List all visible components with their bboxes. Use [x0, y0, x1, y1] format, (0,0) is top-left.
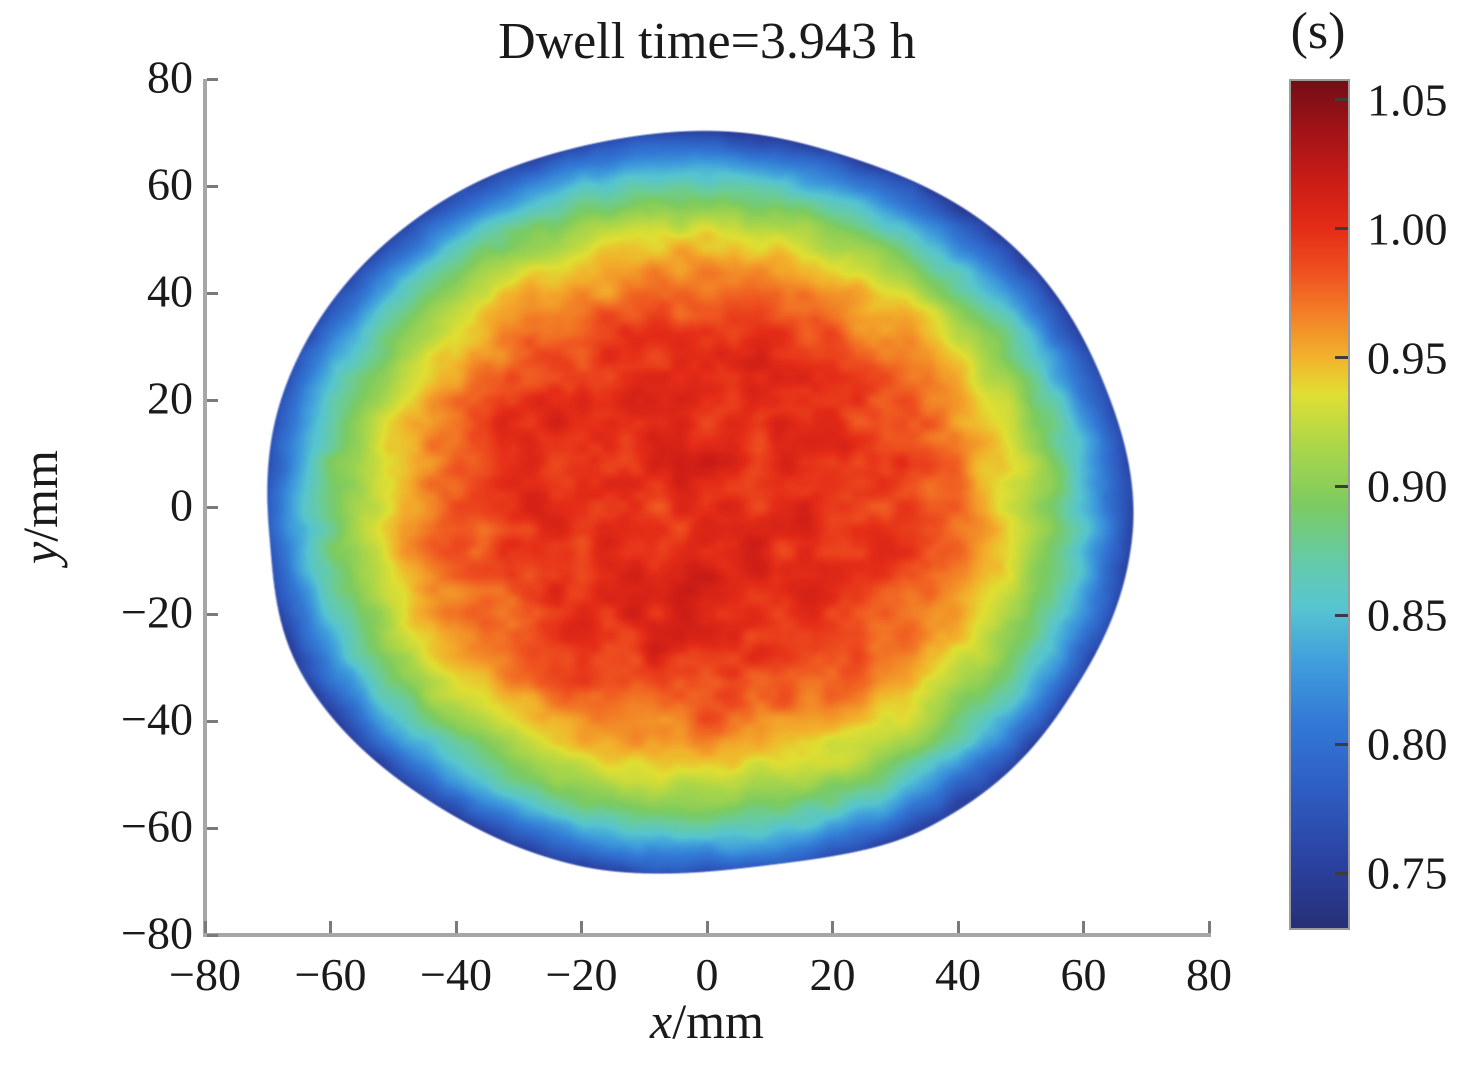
y-tick-label: 40 — [147, 265, 193, 317]
x-tick — [1082, 921, 1085, 933]
y-axis-label: y/mm — [11, 450, 69, 564]
x-axis-line — [203, 933, 1211, 937]
y-tick-label: −80 — [121, 907, 193, 959]
y-tick — [207, 291, 218, 295]
colorbar-gradient — [1289, 79, 1350, 930]
y-tick — [207, 719, 218, 723]
y-tick-label: −20 — [121, 586, 193, 638]
colorbar-tick-label: 0.85 — [1367, 589, 1448, 641]
colorbar-tick — [1335, 356, 1348, 359]
colorbar-unit-label: (s) — [1290, 3, 1346, 60]
colorbar-tick — [1335, 227, 1348, 231]
colorbar-tick-label: 0.95 — [1367, 332, 1448, 383]
x-tick — [454, 921, 458, 933]
x-tick-label: −80 — [169, 949, 241, 1000]
y-axis-unit: /mm — [12, 450, 68, 542]
y-tick-label: 80 — [147, 51, 193, 103]
colorbar-tick — [1335, 484, 1348, 488]
x-tick-label: −20 — [545, 949, 618, 1000]
colorbar-tick-label: 1.00 — [1367, 203, 1448, 255]
x-axis-unit: /mm — [672, 993, 764, 1049]
x-tick — [580, 921, 583, 933]
x-tick-label: 20 — [809, 949, 856, 1000]
x-axis-variable: x — [650, 993, 673, 1049]
y-tick-label: 60 — [147, 158, 193, 210]
x-tick-label: −40 — [420, 949, 492, 1000]
x-tick-label: −60 — [294, 949, 367, 1000]
y-tick-label: −40 — [121, 693, 193, 745]
x-tick — [1207, 921, 1211, 933]
colorbar-tick-label: 0.75 — [1367, 847, 1448, 899]
heatmap-canvas — [205, 79, 1209, 935]
x-tick — [705, 921, 709, 933]
x-axis-label: x/mm — [650, 992, 764, 1050]
y-tick — [207, 826, 218, 830]
y-tick — [207, 398, 218, 402]
x-tick-label: 40 — [935, 949, 981, 1000]
y-tick — [207, 77, 218, 81]
x-tick — [329, 921, 332, 933]
colorbar-tick — [1335, 613, 1348, 617]
y-axis-variable: y — [12, 541, 68, 564]
plot-title: Dwell time=3.943 h — [498, 13, 916, 70]
x-tick-label: 0 — [695, 949, 719, 1000]
x-tick-label: 80 — [1186, 949, 1232, 1000]
y-tick — [207, 612, 218, 616]
y-tick-label: 20 — [147, 372, 193, 424]
colorbar-tick-label: 1.05 — [1367, 74, 1448, 126]
x-tick-label: 60 — [1060, 949, 1107, 1000]
y-tick — [207, 933, 218, 937]
colorbar-tick — [1335, 871, 1348, 875]
x-tick — [203, 921, 207, 933]
y-tick — [207, 184, 218, 188]
colorbar-tick — [1335, 742, 1348, 746]
colorbar-tick-label: 0.90 — [1367, 460, 1448, 512]
y-tick-label: 0 — [170, 479, 193, 531]
x-tick — [831, 921, 834, 933]
y-axis-line — [203, 79, 207, 937]
colorbar-tick-label: 0.80 — [1367, 718, 1448, 770]
colorbar-tick — [1335, 98, 1348, 102]
y-tick — [207, 505, 218, 509]
x-tick — [956, 921, 960, 933]
y-tick-label: −60 — [121, 800, 193, 852]
